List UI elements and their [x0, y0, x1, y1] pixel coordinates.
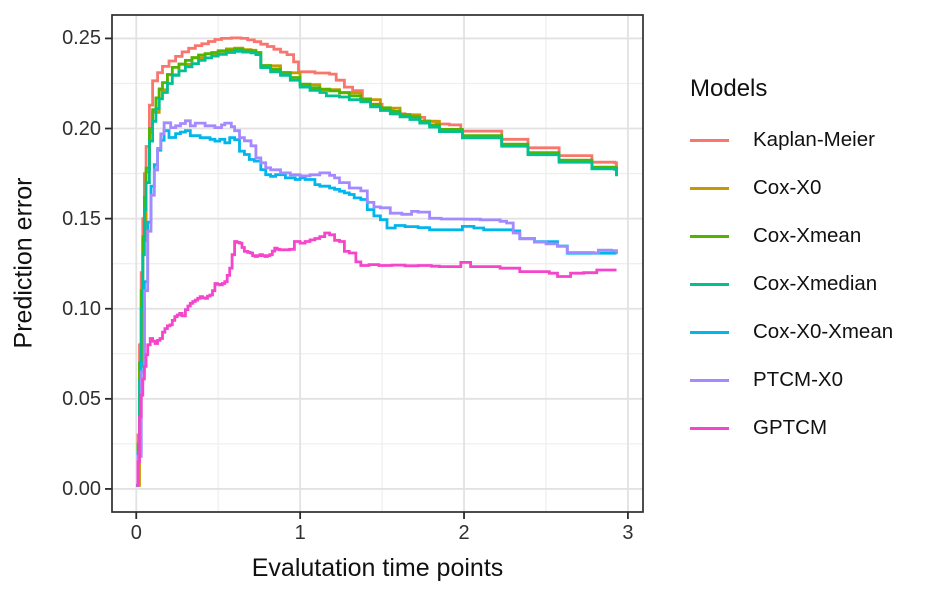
legend-item-cox-x0-xmean: Cox-X0-Xmean	[690, 308, 940, 356]
legend-label: PTCM-X0	[753, 367, 843, 391]
legend-label: Cox-X0	[753, 175, 822, 199]
axis-ticks	[105, 37, 629, 519]
x-axis-title: Evalutation time points	[251, 554, 504, 582]
x-tick-label-0: 0	[130, 522, 142, 544]
series-line-gptcm	[136, 231, 617, 487]
x-tick-label-1: 1	[294, 522, 306, 544]
y-tick-label-0.05: 0.05	[62, 387, 101, 410]
legend-item-cox-xmean: Cox-Xmean	[690, 212, 940, 260]
legend: Models Kaplan-Meier Cox-X0 Cox-Xmean Cox-Xm…	[690, 74, 940, 452]
legend-item-cox-x0: Cox-X0	[690, 164, 940, 212]
legend-label: Cox-X0-Xmean	[753, 319, 894, 343]
y-axis-title: Prediction error	[9, 177, 38, 349]
legend-label: Kaplan-Meier	[753, 127, 875, 151]
series-line-cox-x0-xmean	[136, 129, 618, 487]
legend-item-ptcm-x0: PTCM-X0	[690, 356, 940, 404]
legend-key-line	[690, 138, 729, 142]
series-group	[136, 36, 618, 487]
legend-key-line	[690, 378, 729, 382]
y-tick-label-0.00: 0.00	[62, 477, 101, 500]
y-tick-label-0.25: 0.25	[62, 27, 101, 50]
legend-key-line	[690, 282, 729, 286]
legend-label: Cox-Xmean	[753, 223, 862, 247]
legend-item-cox-xmedian: Cox-Xmedian	[690, 260, 940, 308]
legend-key-line	[690, 426, 729, 430]
y-tick-label-0.10: 0.10	[62, 297, 101, 320]
legend-label: Cox-Xmedian	[753, 271, 878, 295]
legend-key-line	[690, 330, 729, 334]
x-tick-label-3: 3	[622, 522, 634, 544]
y-tick-label-0.15: 0.15	[62, 207, 101, 230]
legend-items: Kaplan-Meier Cox-X0 Cox-Xmean Cox-Xmedian Co…	[690, 116, 940, 452]
legend-item-gptcm: GPTCM	[690, 404, 940, 452]
y-tick-label-0.20: 0.20	[62, 117, 101, 140]
legend-key-line	[690, 186, 729, 190]
legend-label: GPTCM	[753, 415, 828, 439]
panel-border	[111, 14, 644, 513]
x-tick-label-2: 2	[458, 522, 470, 544]
legend-item-kaplan-meier: Kaplan-Meier	[690, 116, 940, 164]
legend-key-line	[690, 234, 729, 238]
series-line-cox-xmedian	[136, 50, 618, 487]
legend-title: Models	[690, 75, 768, 102]
series-line-ptcm-x0	[136, 119, 618, 487]
